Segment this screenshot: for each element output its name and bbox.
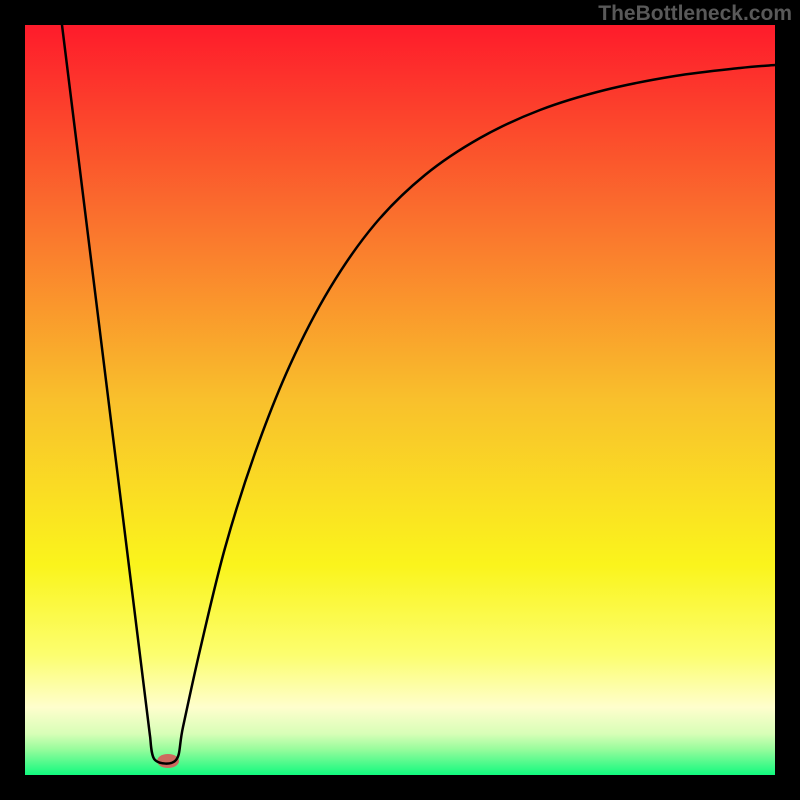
- watermark-label: TheBottleneck.com: [598, 2, 792, 26]
- chart-container: TheBottleneck.com: [0, 0, 800, 800]
- chart-svg: [0, 0, 800, 800]
- plot-gradient-bg: [25, 25, 775, 775]
